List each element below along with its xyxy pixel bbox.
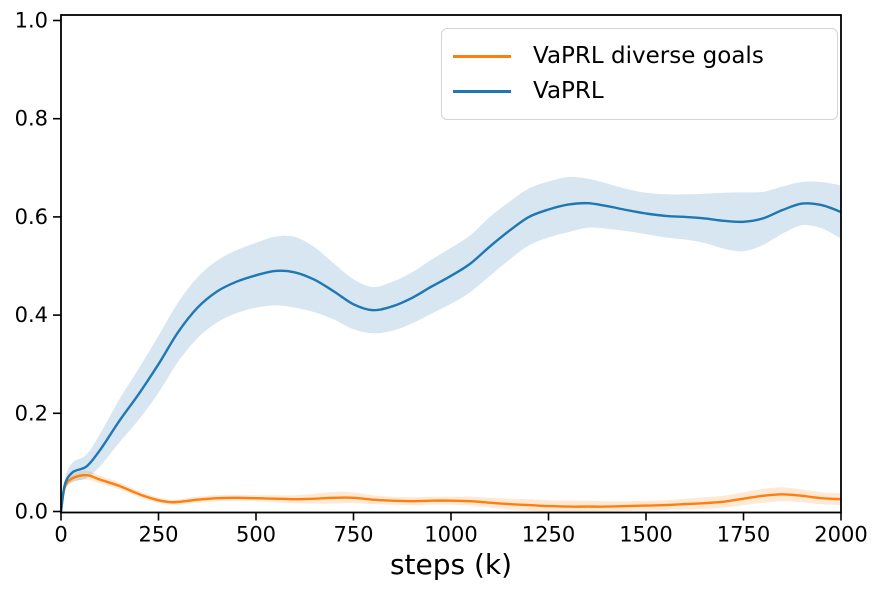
x-tick-label: 1750 xyxy=(717,523,770,547)
x-tick-label: 1250 xyxy=(522,523,575,547)
legend-item: VaPRL xyxy=(453,77,837,104)
y-tick-label: 0.2 xyxy=(15,401,48,425)
legend-item: VaPRL diverse goals xyxy=(453,43,837,70)
x-tick-label: 250 xyxy=(138,523,178,547)
series-line-vaprl-diverse-goals xyxy=(61,473,841,513)
legend-line-blue-icon xyxy=(453,89,511,93)
x-tick-label: 500 xyxy=(236,523,276,547)
y-tick-label: 0.6 xyxy=(15,205,48,229)
series-line-vaprl xyxy=(61,201,841,513)
x-axis-label: steps (k) xyxy=(389,548,513,581)
y-tick-label: 0.8 xyxy=(15,107,48,131)
x-tick-label: 0 xyxy=(54,523,67,547)
confidence-band-vaprl-diverse-goals xyxy=(61,470,841,512)
x-tick-label: 2000 xyxy=(814,523,867,547)
legend-label: VaPRL xyxy=(533,77,604,104)
legend-label: VaPRL diverse goals xyxy=(533,43,764,70)
x-tick-label: 1500 xyxy=(619,523,672,547)
legend-line-orange-icon xyxy=(453,55,511,59)
legend: VaPRL diverse goals VaPRL xyxy=(441,28,838,120)
y-tick-label: 1.0 xyxy=(15,9,48,33)
x-tick-label: 1000 xyxy=(424,523,477,547)
y-tick-label: 0.4 xyxy=(15,303,48,327)
y-tick-label: 0.0 xyxy=(15,500,48,524)
confidence-band-vaprl xyxy=(61,176,841,512)
x-tick-label: 750 xyxy=(333,523,373,547)
